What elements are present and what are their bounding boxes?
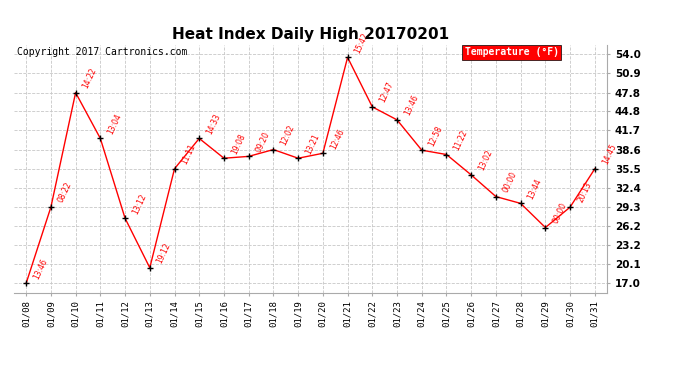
Text: 13:44: 13:44 xyxy=(526,177,544,201)
Text: 08:22: 08:22 xyxy=(57,181,74,204)
Text: 14:22: 14:22 xyxy=(81,66,99,90)
Title: Heat Index Daily High 20170201: Heat Index Daily High 20170201 xyxy=(172,27,449,42)
Text: 13:21: 13:21 xyxy=(304,132,321,156)
Text: 00:00: 00:00 xyxy=(551,201,569,225)
Text: 11:22: 11:22 xyxy=(452,129,469,152)
Text: 19:08: 19:08 xyxy=(230,132,247,156)
Text: 15:42: 15:42 xyxy=(353,31,371,55)
Text: 20:13: 20:13 xyxy=(575,181,593,204)
Text: 12:58: 12:58 xyxy=(427,124,444,147)
Text: 13:46: 13:46 xyxy=(32,257,49,280)
Text: 13:04: 13:04 xyxy=(106,112,124,136)
Text: 13:12: 13:12 xyxy=(130,192,148,216)
Text: 00:00: 00:00 xyxy=(502,170,519,194)
Text: 14:45: 14:45 xyxy=(600,142,618,166)
Text: 12:02: 12:02 xyxy=(279,123,296,147)
Text: Temperature (°F): Temperature (°F) xyxy=(465,48,559,57)
Text: 09:20: 09:20 xyxy=(254,130,272,154)
Text: 12:47: 12:47 xyxy=(378,81,395,104)
Text: 19:12: 19:12 xyxy=(155,242,172,265)
Text: 14:33: 14:33 xyxy=(205,112,222,136)
Text: 12:46: 12:46 xyxy=(328,127,346,150)
Text: Copyright 2017 Cartronics.com: Copyright 2017 Cartronics.com xyxy=(17,48,187,57)
Text: 13:02: 13:02 xyxy=(477,148,494,172)
Text: 11:11: 11:11 xyxy=(180,142,197,166)
Text: 13:46: 13:46 xyxy=(402,93,420,117)
